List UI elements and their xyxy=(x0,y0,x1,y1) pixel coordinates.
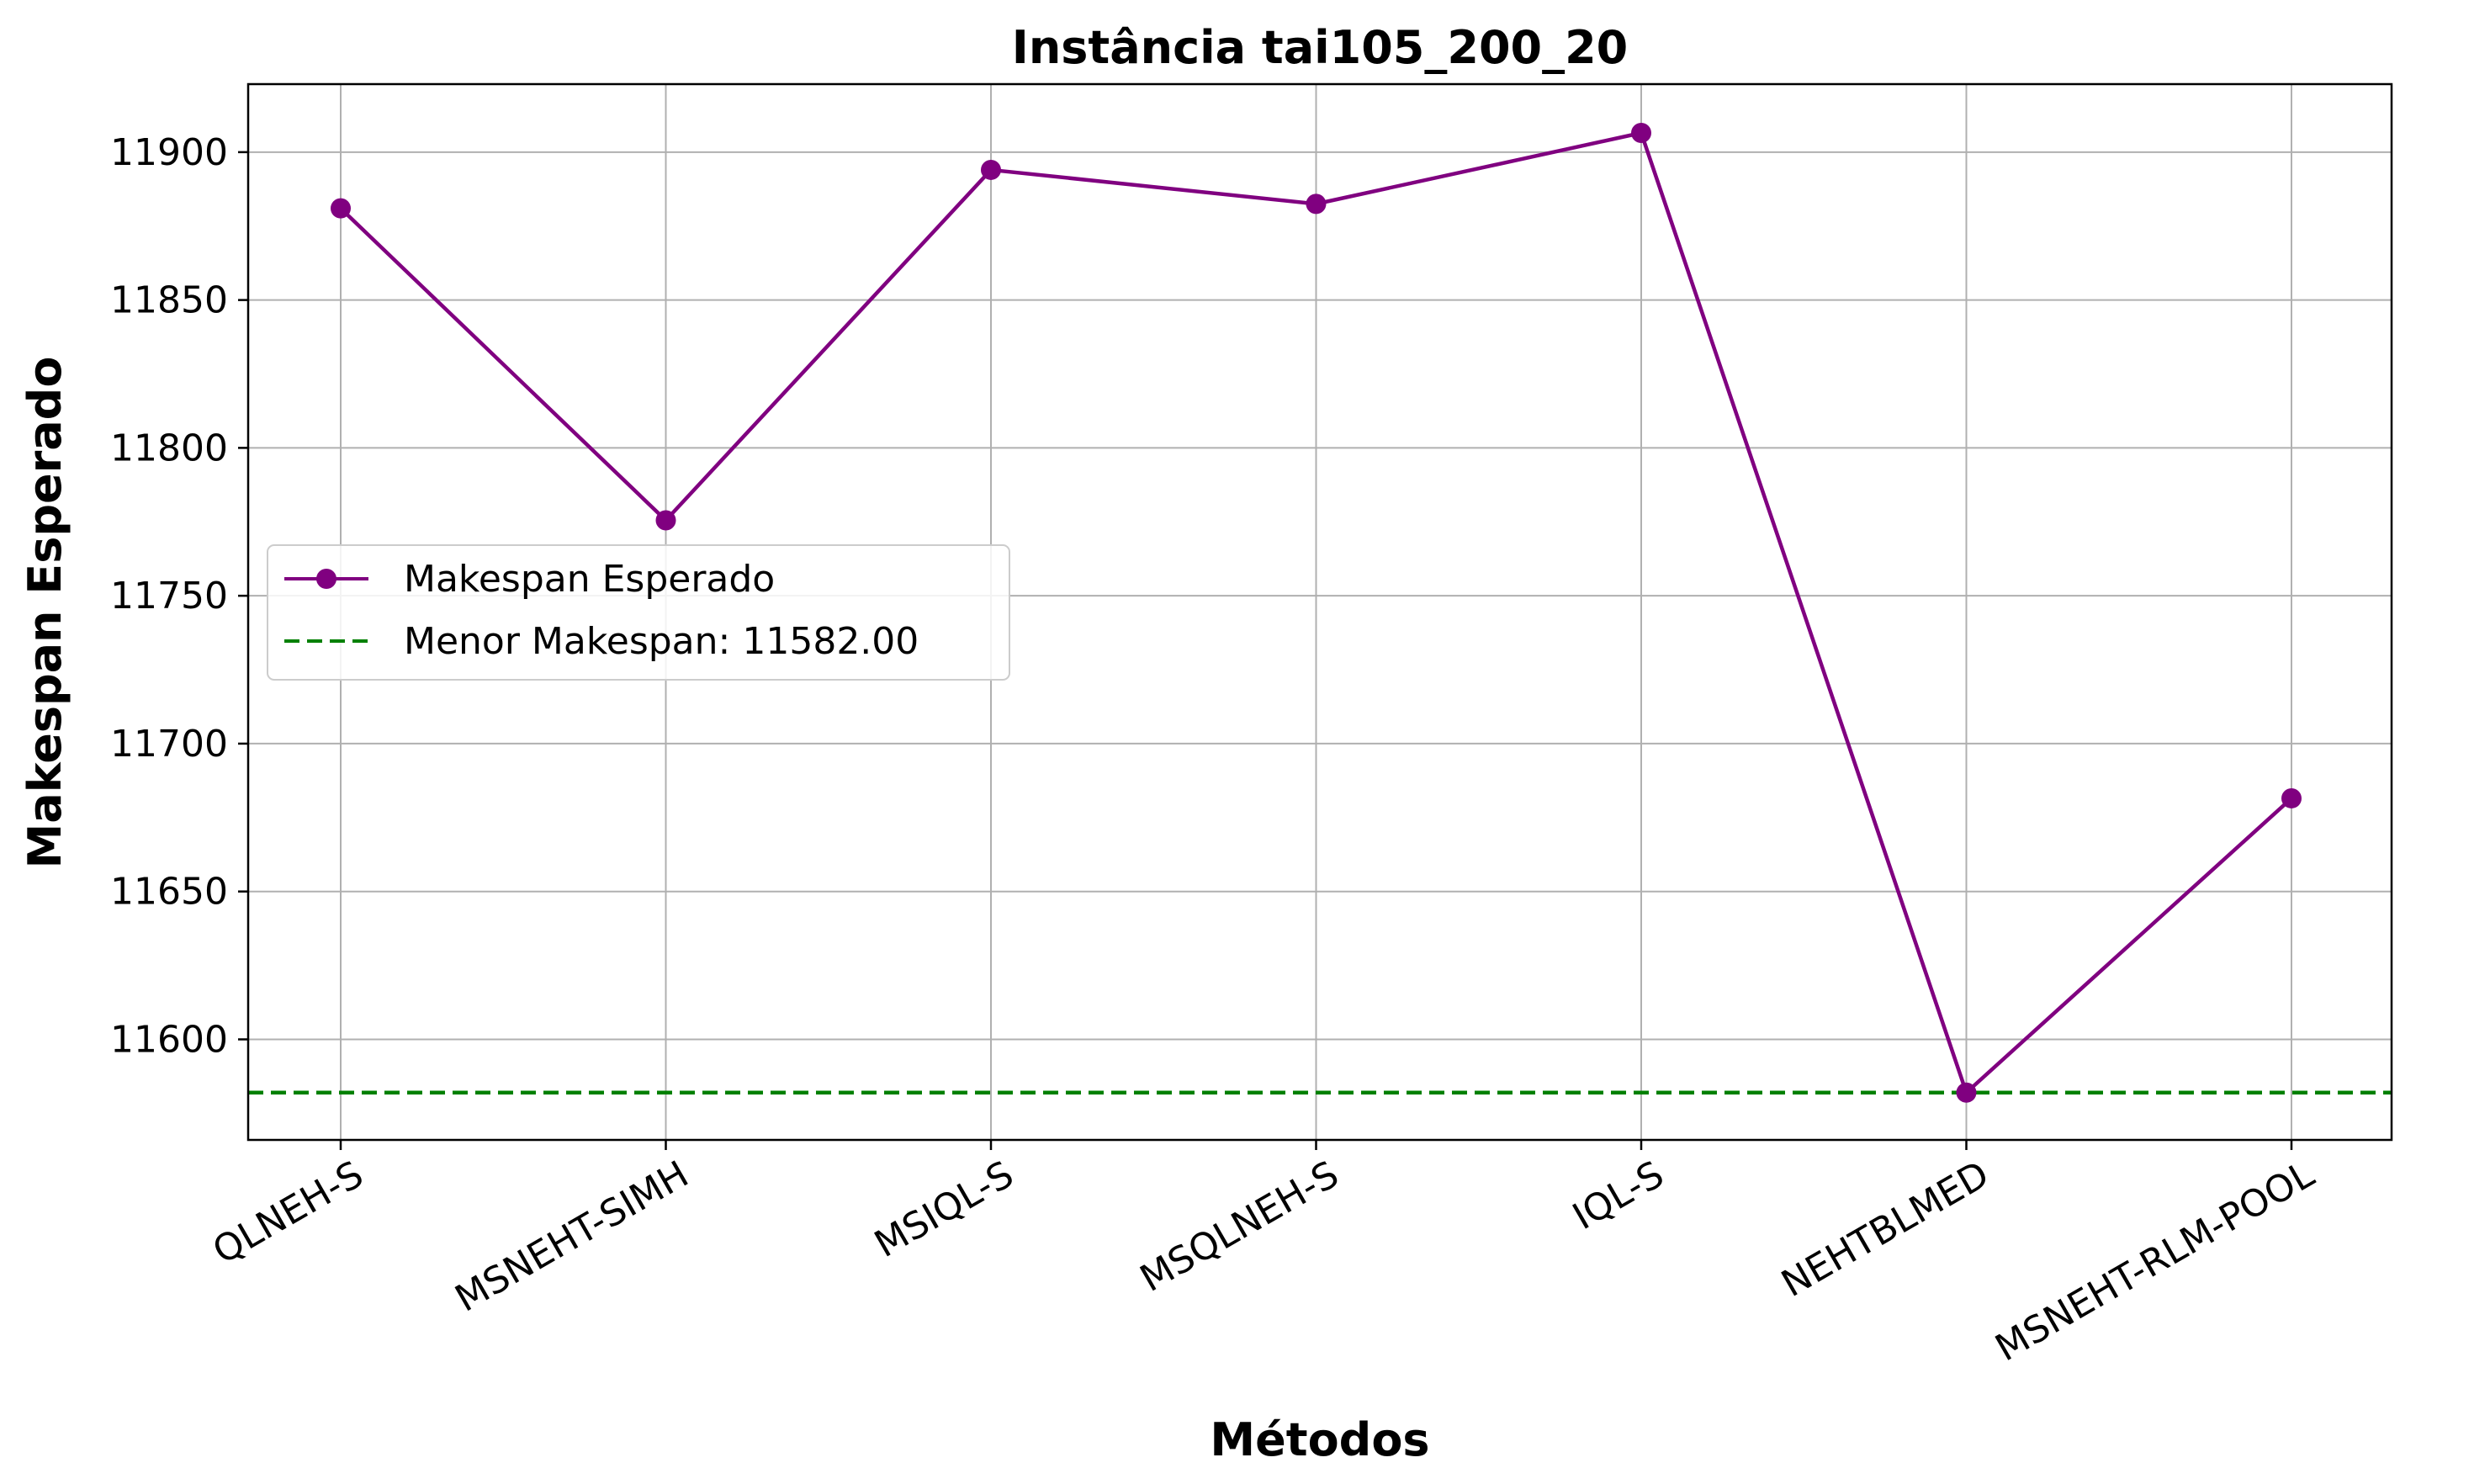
data-point xyxy=(331,198,351,219)
data-point xyxy=(655,510,676,531)
x-axis-label: Métodos xyxy=(1210,1413,1429,1466)
y-axis: 11600 11650 11700 11750 11800 11850 11900 xyxy=(110,131,248,1061)
data-point xyxy=(2281,787,2302,808)
data-point xyxy=(981,159,1001,180)
y-tick-label: 11900 xyxy=(110,131,228,174)
legend-series-label: Makespan Esperado xyxy=(404,558,775,601)
y-tick-label: 11750 xyxy=(110,575,228,617)
y-tick-label: 11650 xyxy=(110,871,228,914)
plot-frame xyxy=(246,82,2393,1142)
legend-series-marker xyxy=(316,569,336,589)
legend-reference-label: Menor Makespan: 11582.00 xyxy=(404,620,919,663)
data-point xyxy=(1306,193,1327,215)
data-point xyxy=(1631,123,1651,144)
y-tick-label: 11600 xyxy=(110,1018,228,1061)
data-point xyxy=(1956,1082,1977,1103)
legend: Makespan Esperado Menor Makespan: 11582.… xyxy=(267,544,1010,681)
legend-box xyxy=(267,544,1010,681)
series-layer xyxy=(331,123,2302,1103)
y-axis-label: Makespan Esperado xyxy=(19,357,72,869)
y-tick-label: 11800 xyxy=(110,427,228,469)
y-tick-label: 11850 xyxy=(110,279,228,322)
y-tick-label: 11700 xyxy=(110,723,228,766)
chart-title: Instância tai105_200_20 xyxy=(1012,21,1628,74)
